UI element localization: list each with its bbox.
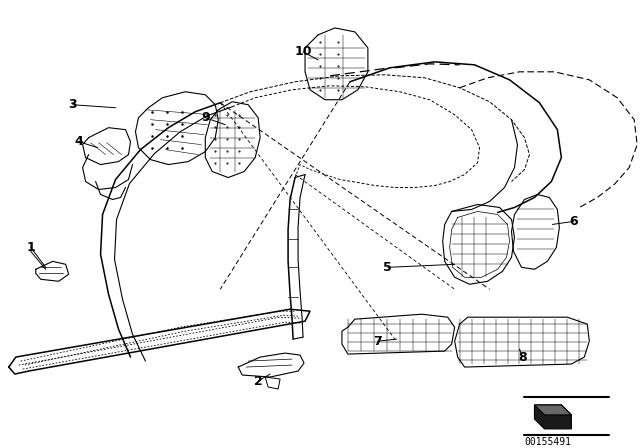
Text: 10: 10: [294, 45, 312, 58]
Text: 4: 4: [74, 135, 83, 148]
Text: 8: 8: [518, 351, 527, 364]
Text: 2: 2: [254, 375, 262, 388]
Text: 5: 5: [383, 261, 392, 274]
Text: 00155491: 00155491: [524, 437, 572, 447]
Polygon shape: [534, 405, 572, 415]
Text: 9: 9: [201, 111, 210, 124]
Text: 3: 3: [68, 98, 77, 111]
Text: 1: 1: [26, 241, 35, 254]
Text: 6: 6: [569, 215, 578, 228]
Polygon shape: [534, 405, 572, 429]
Text: 7: 7: [374, 335, 382, 348]
